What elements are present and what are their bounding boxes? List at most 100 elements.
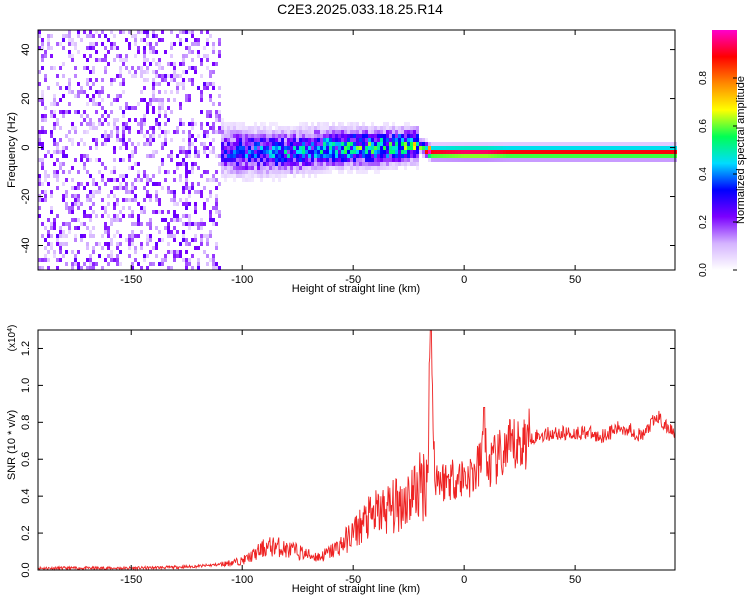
heatmap-cell bbox=[404, 138, 407, 142]
heatmap-cell bbox=[215, 222, 218, 226]
heatmap-cell bbox=[110, 42, 113, 46]
heatmap-cell bbox=[500, 158, 503, 162]
heatmap-cell bbox=[185, 154, 188, 158]
heatmap-cell bbox=[41, 126, 44, 130]
heatmap-cell bbox=[389, 158, 392, 162]
heatmap-cell bbox=[143, 134, 146, 138]
heatmap-cell bbox=[443, 150, 446, 154]
heatmap-cell bbox=[344, 146, 347, 150]
heatmap-cell bbox=[362, 166, 365, 170]
heatmap-cell bbox=[191, 162, 194, 166]
heatmap-cell bbox=[254, 142, 257, 146]
heatmap-cell bbox=[515, 154, 518, 158]
heatmap-cell bbox=[140, 266, 143, 270]
y-tick-label: -40 bbox=[20, 238, 32, 254]
heatmap-cell bbox=[212, 102, 215, 106]
heatmap-cell bbox=[464, 154, 467, 158]
heatmap-cell bbox=[401, 138, 404, 142]
heatmap-cell bbox=[95, 58, 98, 62]
heatmap-cell bbox=[83, 186, 86, 190]
heatmap-cell bbox=[260, 158, 263, 162]
heatmap-cell bbox=[407, 130, 410, 134]
heatmap-cell bbox=[38, 98, 41, 102]
heatmap-cell bbox=[440, 150, 443, 154]
heatmap-cell bbox=[182, 158, 185, 162]
heatmap-cell bbox=[524, 150, 527, 154]
heatmap-cell bbox=[149, 178, 152, 182]
heatmap-cell bbox=[362, 146, 365, 150]
heatmap-cell bbox=[188, 262, 191, 266]
heatmap-cell bbox=[413, 130, 416, 134]
heatmap-cell bbox=[275, 134, 278, 138]
heatmap-cell bbox=[185, 38, 188, 42]
heatmap-cell bbox=[134, 150, 137, 154]
heatmap-cell bbox=[314, 134, 317, 138]
heatmap-cell bbox=[431, 154, 434, 158]
heatmap-cell bbox=[95, 142, 98, 146]
heatmap-cell bbox=[584, 150, 587, 154]
heatmap-cell bbox=[188, 194, 191, 198]
heatmap-cell bbox=[236, 150, 239, 154]
heatmap-cell bbox=[170, 46, 173, 50]
heatmap-cell bbox=[56, 118, 59, 122]
heatmap-cell bbox=[335, 138, 338, 142]
heatmap-cell bbox=[260, 150, 263, 154]
heatmap-cell bbox=[59, 42, 62, 46]
heatmap-cell bbox=[188, 242, 191, 246]
heatmap-cell bbox=[290, 162, 293, 166]
heatmap-cell bbox=[113, 166, 116, 170]
heatmap-cell bbox=[416, 138, 419, 142]
heatmap-cell bbox=[497, 158, 500, 162]
heatmap-cell bbox=[164, 134, 167, 138]
heatmap-cell bbox=[269, 166, 272, 170]
heatmap-cell bbox=[140, 90, 143, 94]
heatmap-cell bbox=[608, 158, 611, 162]
heatmap-cell bbox=[62, 170, 65, 174]
heatmap-cell bbox=[410, 126, 413, 130]
heatmap-cell bbox=[77, 110, 80, 114]
heatmap-cell bbox=[128, 118, 131, 122]
heatmap-cell bbox=[149, 42, 152, 46]
heatmap-cell bbox=[98, 58, 101, 62]
heatmap-cell bbox=[413, 150, 416, 154]
heatmap-cell bbox=[287, 146, 290, 150]
heatmap-cell bbox=[287, 126, 290, 130]
heatmap-cell bbox=[470, 142, 473, 146]
heatmap-cell bbox=[41, 90, 44, 94]
heatmap-cell bbox=[248, 138, 251, 142]
heatmap-cell bbox=[320, 158, 323, 162]
heatmap-cell bbox=[65, 234, 68, 238]
heatmap-cell bbox=[377, 154, 380, 158]
heatmap-cell bbox=[236, 154, 239, 158]
heatmap-cell bbox=[74, 198, 77, 202]
snr-series bbox=[37, 329, 676, 572]
heatmap-cell bbox=[194, 138, 197, 142]
heatmap-cell bbox=[383, 158, 386, 162]
heatmap-cell bbox=[350, 158, 353, 162]
heatmap-cell bbox=[404, 126, 407, 130]
heatmap-cell bbox=[266, 162, 269, 166]
heatmap-cell bbox=[383, 122, 386, 126]
heatmap-cell bbox=[143, 38, 146, 42]
heatmap-cell bbox=[482, 146, 485, 150]
heatmap-cell bbox=[248, 134, 251, 138]
heatmap-cell bbox=[92, 42, 95, 46]
heatmap-cell bbox=[305, 166, 308, 170]
heatmap-cell bbox=[116, 134, 119, 138]
heatmap-cell bbox=[395, 150, 398, 154]
heatmap-cell bbox=[401, 154, 404, 158]
heatmap-cell bbox=[59, 234, 62, 238]
heatmap-cell bbox=[269, 126, 272, 130]
heatmap-cell bbox=[539, 146, 542, 150]
heatmap-cell bbox=[437, 150, 440, 154]
heatmap-cell bbox=[344, 138, 347, 142]
heatmap-cell bbox=[578, 158, 581, 162]
heatmap-cell bbox=[542, 158, 545, 162]
heatmap-cell bbox=[242, 142, 245, 146]
heatmap-cell bbox=[194, 70, 197, 74]
heatmap-cell bbox=[599, 150, 602, 154]
heatmap-cell bbox=[155, 246, 158, 250]
heatmap-cell bbox=[416, 158, 419, 162]
heatmap-cell bbox=[416, 146, 419, 150]
heatmap-cell bbox=[128, 246, 131, 250]
